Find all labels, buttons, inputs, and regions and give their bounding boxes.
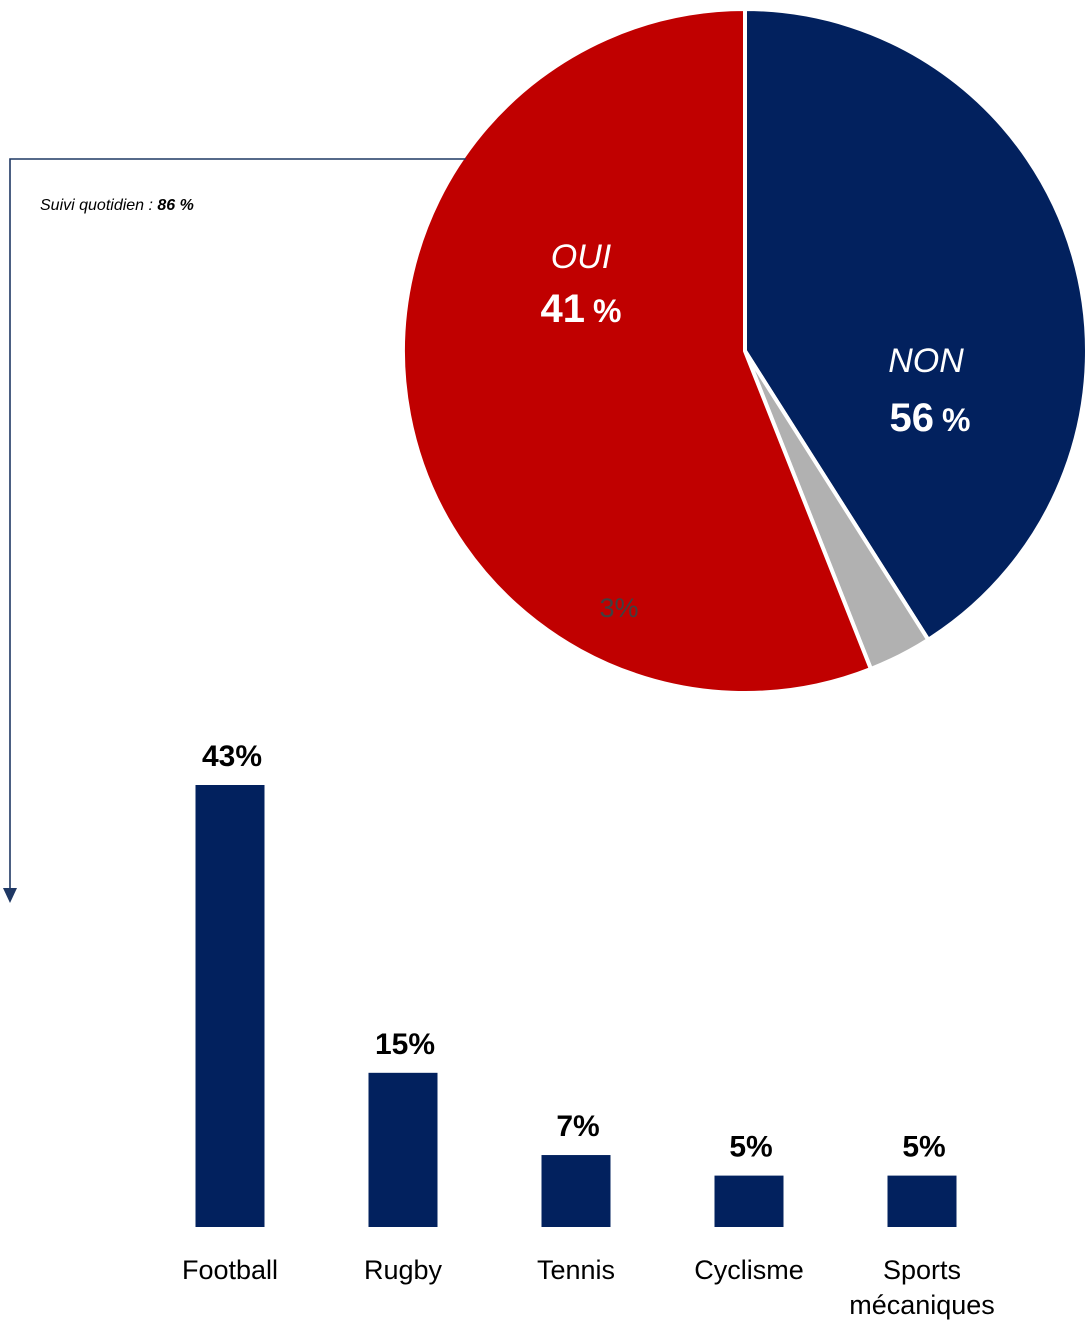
bar-value-label: 5%: [729, 1131, 772, 1164]
daily-follow-annotation: Suivi quotidien : 86 %: [40, 197, 194, 215]
bar-3: [714, 1175, 784, 1227]
pie-slice-non: [401, 7, 873, 695]
bar-category-label: Cyclisme: [694, 1255, 804, 1285]
bar-category-label: Football: [182, 1255, 278, 1285]
bar-value-label: 43%: [202, 740, 262, 773]
arrow-head-icon: [3, 888, 17, 903]
bar-category-label: Rugby: [364, 1255, 443, 1285]
pie-chart: OUI 41 % 3% NON 56%: [401, 7, 1088, 695]
bar-1: [368, 1072, 438, 1227]
connector-arrow: [3, 158, 466, 903]
bar-chart: 43% Football 15% Rugby 7% Tennis 5% Cyclisme 5% S…: [182, 740, 995, 1320]
bar-0: [195, 785, 265, 1227]
pie-label-non: NON: [888, 342, 964, 380]
pie-label-oui: OUI: [551, 238, 612, 276]
pie-value-oui: 41%: [541, 287, 622, 331]
bar-category-label: mécaniques: [849, 1290, 995, 1320]
bar-value-label: 5%: [902, 1131, 945, 1164]
annotation-value: 86 %: [157, 197, 194, 214]
bar-value-label: 7%: [556, 1110, 599, 1143]
pie-value-other: 3%: [599, 593, 638, 623]
annotation-prefix: Suivi quotidien :: [40, 197, 158, 214]
bar-2: [541, 1155, 611, 1227]
bar-value-label: 15%: [375, 1028, 435, 1061]
bar-4: [887, 1175, 957, 1227]
bar-category-label: Tennis: [537, 1255, 615, 1285]
pie-value-non: 56%: [890, 396, 971, 440]
connector-line: [9, 158, 466, 888]
bar-category-label: Sports: [883, 1255, 961, 1285]
